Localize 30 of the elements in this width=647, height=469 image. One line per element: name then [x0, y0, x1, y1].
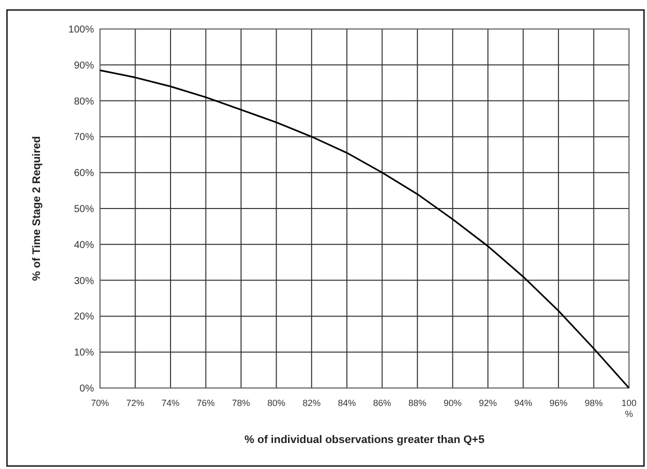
y-tick-label: 60%	[74, 168, 94, 180]
y-axis-title: % of Time Stage 2 Required	[31, 136, 43, 281]
x-tick-label: 80%	[267, 398, 286, 408]
x-tick-label: 88%	[408, 398, 426, 408]
x-axis-title: % of individual observations greater than Q+5	[244, 434, 484, 446]
x-tick-label: 96%	[549, 398, 568, 408]
x-tick-label: 100 %	[621, 398, 637, 419]
x-tick-label: 98%	[584, 398, 603, 408]
y-tick-label: 70%	[74, 132, 94, 144]
y-tick-label: 100%	[68, 24, 94, 36]
x-tick-label: 72%	[126, 398, 144, 408]
x-tick-label: 78%	[232, 398, 250, 408]
y-tick-label: 40%	[74, 240, 94, 251]
y-tick-label: 80%	[74, 96, 94, 108]
y-tick-label: 90%	[74, 60, 94, 72]
x-tick-label: 92%	[478, 398, 497, 408]
x-tick-label: 84%	[338, 398, 356, 408]
x-tick-label: 76%	[196, 398, 215, 408]
line-series	[99, 69, 630, 389]
y-tick-label: 0%	[80, 384, 94, 394]
y-tick-label: 50%	[74, 204, 94, 215]
x-tick-label: 94%	[514, 398, 532, 408]
x-tick-label: 70%	[90, 398, 110, 408]
x-tick-label: 86%	[373, 398, 392, 408]
y-tick-label: 10%	[74, 348, 94, 359]
y-tick-label: 30%	[74, 276, 94, 287]
x-tick-label: 82%	[302, 398, 321, 408]
x-tick-label: 74%	[162, 398, 180, 408]
x-tick-label: 90%	[444, 398, 462, 408]
y-tick-label: 20%	[74, 312, 94, 323]
